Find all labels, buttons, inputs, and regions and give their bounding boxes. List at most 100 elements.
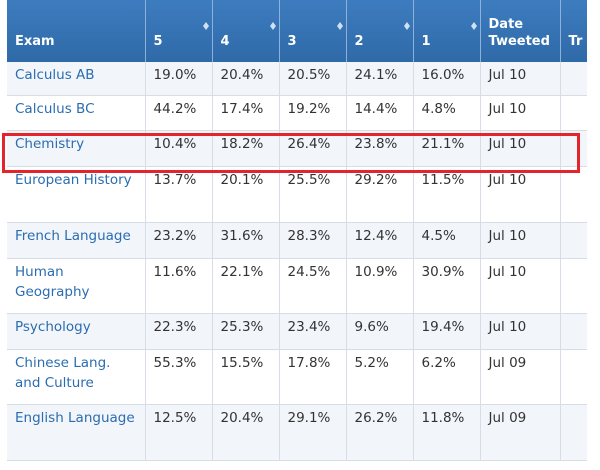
column-header[interactable]: Date Tweeted (480, 0, 561, 62)
cell: 29.2% (346, 166, 414, 223)
table-row: English Language 12.5% 20.4% 29.1% 26.2% 11.8… (7, 404, 587, 461)
header-label: Tr (568, 34, 583, 49)
cell: Jul 10 (480, 222, 561, 259)
cell: 28.3% (279, 222, 347, 259)
header-label: 2 (354, 34, 364, 49)
scores-table: Exam 5 4 3 2 1 Date Tweeted Tr Calculus AB 19.0%… (7, 0, 587, 461)
cell: 29.1% (279, 404, 347, 461)
table-row: European History 13.7% 20.1% 25.5% 29.2% 11.5… (7, 166, 587, 223)
cell: 19.0% (145, 62, 213, 96)
column-header[interactable]: Exam (7, 0, 146, 62)
header-row: Exam 5 4 3 2 1 Date Tweeted Tr (7, 0, 587, 62)
cell-empty (560, 62, 587, 96)
cell: 23.2% (145, 222, 213, 259)
cell: 20.5% (279, 62, 347, 96)
header-label: Date Tweeted (488, 17, 550, 49)
cell: 24.5% (279, 258, 347, 314)
cell: 15.5% (212, 349, 280, 405)
table-row: Calculus AB 19.0% 20.4% 20.5% 24.1% 16.0% Jul … (7, 62, 587, 96)
cell-empty (560, 222, 587, 259)
table-body: Calculus AB 19.0% 20.4% 20.5% 24.1% 16.0% Jul … (7, 62, 587, 461)
cell: 20.1% (212, 166, 280, 223)
cell: 14.4% (346, 95, 414, 131)
column-header[interactable]: Tr (560, 0, 587, 62)
cell-empty (560, 404, 587, 461)
cell: Jul 10 (480, 95, 561, 131)
cell: 22.1% (212, 258, 280, 314)
column-header[interactable]: 5 (145, 0, 213, 62)
exam-name[interactable]: Calculus BC (7, 95, 146, 131)
cell: 11.8% (413, 404, 481, 461)
cell: 11.6% (145, 258, 213, 314)
cell: 17.4% (212, 95, 280, 131)
header-label: Exam (15, 34, 55, 49)
cell: 30.9% (413, 258, 481, 314)
cell: 12.5% (145, 404, 213, 461)
cell: Jul 10 (480, 62, 561, 96)
cell-empty (560, 130, 587, 167)
exam-name[interactable]: Calculus AB (7, 62, 146, 96)
exam-name[interactable]: Psychology (7, 313, 146, 350)
cell: 5.2% (346, 349, 414, 405)
header-label: 3 (287, 34, 297, 49)
cell: 23.4% (279, 313, 347, 350)
cell: 18.2% (212, 130, 280, 167)
header-label: 5 (153, 34, 163, 49)
cell: Jul 10 (480, 313, 561, 350)
column-header[interactable]: 4 (212, 0, 280, 62)
exam-name[interactable]: French Language (7, 222, 146, 259)
cell: 19.4% (413, 313, 481, 350)
cell: 12.4% (346, 222, 414, 259)
table-row: French Language 23.2% 31.6% 28.3% 12.4% 4.5% J… (7, 222, 587, 259)
cell: 23.8% (346, 130, 414, 167)
cell: 19.2% (279, 95, 347, 131)
cell: 6.2% (413, 349, 481, 405)
exam-name[interactable]: European History (7, 166, 146, 223)
cell: 4.8% (413, 95, 481, 131)
table-row: Chemistry 10.4% 18.2% 26.4% 23.8% 21.1% Jul 10 (7, 130, 587, 167)
cell: Jul 10 (480, 258, 561, 314)
cell: 9.6% (346, 313, 414, 350)
cell-empty (560, 313, 587, 350)
cell-empty (560, 166, 587, 223)
column-header[interactable]: 3 (279, 0, 347, 62)
cell: 20.4% (212, 62, 280, 96)
cell-empty (560, 258, 587, 314)
header-label: 4 (220, 34, 230, 49)
cell: 21.1% (413, 130, 481, 167)
cell: 17.8% (279, 349, 347, 405)
exam-name[interactable]: Human Geography (7, 258, 146, 314)
column-header[interactable]: 1 (413, 0, 481, 62)
cell: 26.2% (346, 404, 414, 461)
cell-empty (560, 349, 587, 405)
exam-name[interactable]: Chemistry (7, 130, 146, 167)
exam-name[interactable]: English Language (7, 404, 146, 461)
cell: 4.5% (413, 222, 481, 259)
table-row: Psychology 22.3% 25.3% 23.4% 9.6% 19.4% Jul 10 (7, 313, 587, 350)
cell: 22.3% (145, 313, 213, 350)
cell-empty (560, 95, 587, 131)
table-row: Human Geography 11.6% 22.1% 24.5% 10.9% 30.9%… (7, 258, 587, 314)
cell: 31.6% (212, 222, 280, 259)
table-container: Exam 5 4 3 2 1 Date Tweeted Tr Calculus AB 19.0%… (7, 0, 587, 470)
header-label: 1 (421, 34, 431, 49)
cell: 13.7% (145, 166, 213, 223)
cell: Jul 10 (480, 166, 561, 223)
cell: 26.4% (279, 130, 347, 167)
table-row: Chinese Lang. and Culture 55.3% 15.5% 17.8%… (7, 349, 587, 405)
cell: 10.9% (346, 258, 414, 314)
cell: Jul 09 (480, 404, 561, 461)
cell: 44.2% (145, 95, 213, 131)
cell: 55.3% (145, 349, 213, 405)
exam-name[interactable]: Chinese Lang. and Culture (7, 349, 146, 405)
cell: 24.1% (346, 62, 414, 96)
cell: 11.5% (413, 166, 481, 223)
cell: Jul 09 (480, 349, 561, 405)
cell: 16.0% (413, 62, 481, 96)
cell: 25.3% (212, 313, 280, 350)
cell: 10.4% (145, 130, 213, 167)
column-header[interactable]: 2 (346, 0, 414, 62)
cell: 25.5% (279, 166, 347, 223)
table-row: Calculus BC 44.2% 17.4% 19.2% 14.4% 4.8% Jul 1… (7, 95, 587, 131)
